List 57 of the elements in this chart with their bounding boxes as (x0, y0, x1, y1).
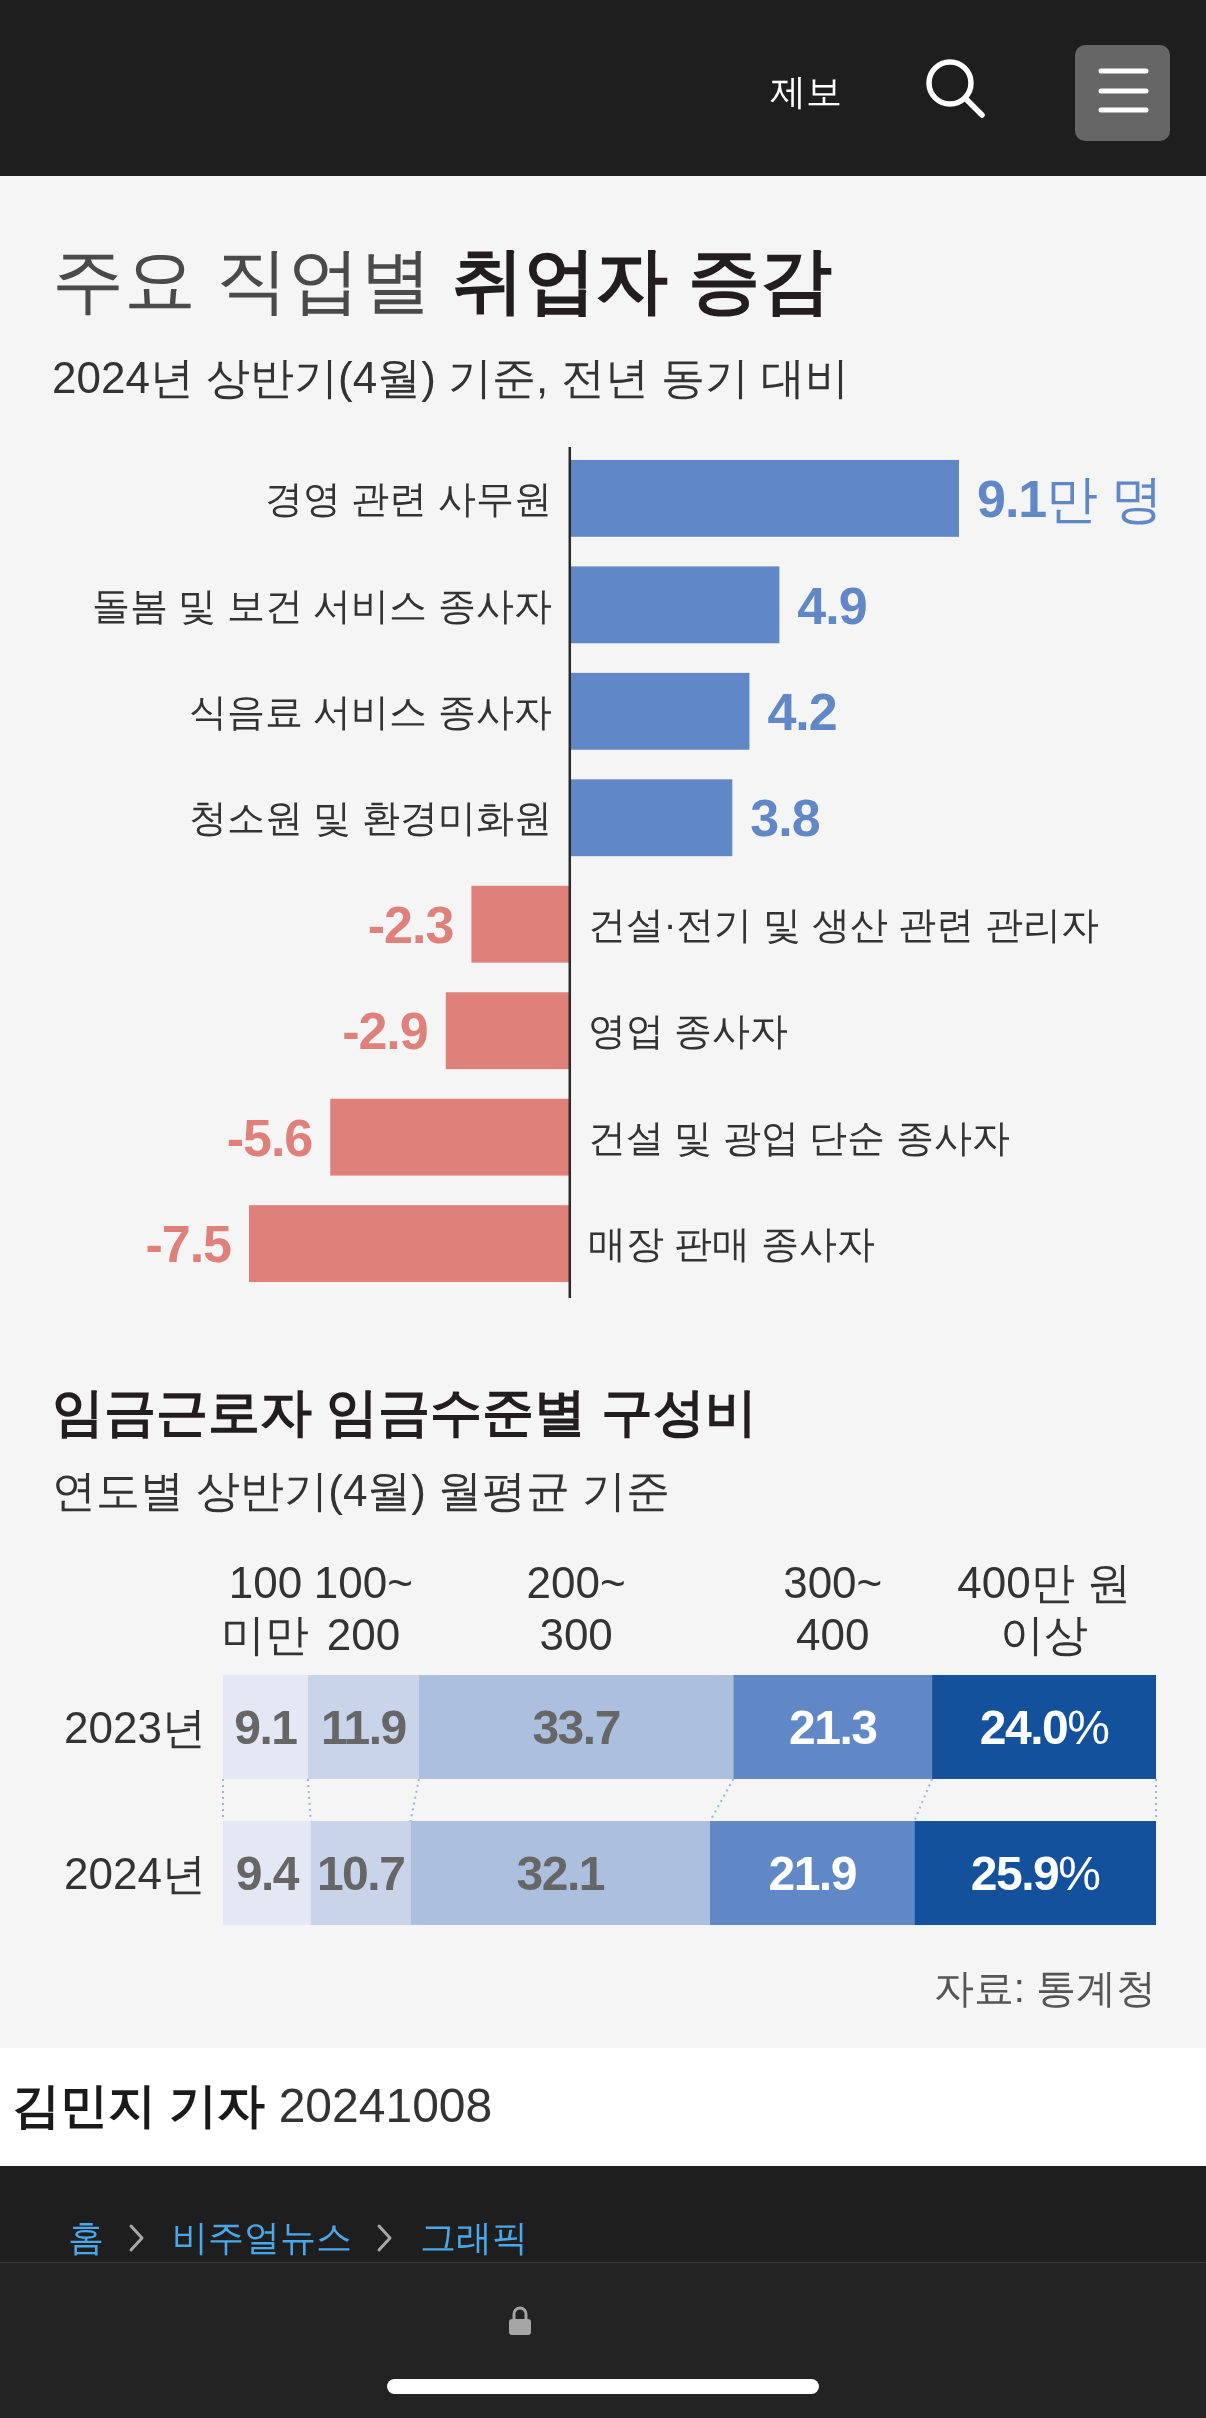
data-label: 33.7 (532, 1701, 620, 1755)
text: 자료: 통계청 (933, 1966, 1156, 2010)
chart-title: 임금근로자 임금수준별 구성비 (52, 1383, 757, 1441)
y-tick-label: 영업 종사자 (587, 1010, 789, 1053)
bar (710, 1821, 915, 1925)
data-label: -2.3 (367, 895, 454, 954)
text: 김민지 기자 20241008 (12, 2079, 493, 2132)
y-tick-label: 매장 판매 종사자 (587, 1223, 875, 1266)
bar (569, 459, 959, 537)
text: 비주얼뉴스 (172, 2217, 352, 2258)
chart-subtitle: 연도별 상반기(4월) 월평균 기준 (52, 1466, 671, 1515)
bar (471, 885, 570, 963)
y-tick-label: 청소원 및 환경미화원 (188, 797, 552, 840)
bar (445, 992, 570, 1070)
data-label: 25.9% (970, 1847, 1100, 1901)
bar (330, 1098, 570, 1176)
data-label: -7.5 (145, 1215, 232, 1274)
text: 그래픽 (420, 2217, 528, 2258)
data-label: 10.7 (316, 1847, 405, 1901)
data-label: 9.1만 명 (977, 470, 1162, 529)
y-tick-label: 2024년 (64, 1848, 206, 1898)
text: 제보 (770, 71, 842, 112)
data-label: 32.1 (516, 1847, 605, 1901)
bar (569, 566, 780, 644)
bar (410, 1821, 711, 1925)
bar (418, 1675, 734, 1779)
data-label: -2.9 (342, 1002, 428, 1061)
bar (569, 779, 733, 857)
data-label: 4.2 (767, 683, 837, 742)
y-tick-label: 돌봄 및 보건 서비스 종사자 (91, 584, 552, 627)
series-label: 100 미만 (221, 1558, 310, 1659)
data-label: 9.1 (234, 1701, 298, 1755)
data-label: 24.0% (979, 1701, 1109, 1755)
data-label: 3.8 (750, 789, 820, 848)
bar (914, 1821, 1156, 1925)
chart-subtitle: 2024년 상반기(4월) 기준, 전년 동기 대비 (52, 353, 850, 402)
chart-title: 주요 직업별 취업자 증감 (52, 240, 833, 320)
series-label: 300~ 400 (783, 1558, 883, 1659)
series-label: 200~ 300 (526, 1558, 626, 1659)
bar (932, 1675, 1156, 1779)
y-tick-label: 건설 및 광업 단순 종사자 (587, 1116, 1011, 1159)
y-tick-label: 식음료 서비스 종사자 (188, 690, 552, 733)
y-tick-label: 건설·전기 및 생산 관련 관리자 (587, 903, 1099, 946)
text: 홈 (68, 2217, 104, 2258)
y-tick-label: 경영 관련 사무원 (264, 478, 552, 521)
data-label: 4.9 (797, 576, 867, 635)
series-label: 400만 원 이상 (957, 1558, 1131, 1659)
data-label: 9.4 (235, 1847, 300, 1901)
bar (733, 1675, 933, 1779)
data-label: 21.3 (789, 1701, 877, 1755)
series-label: 100~ 200 (313, 1558, 413, 1659)
data-label: 21.9 (768, 1847, 856, 1901)
bar (249, 1205, 570, 1283)
y-tick-label: 2023년 (64, 1702, 206, 1752)
data-label: 11.9 (321, 1701, 406, 1755)
data-label: -5.6 (226, 1108, 313, 1167)
bar (569, 672, 750, 750)
